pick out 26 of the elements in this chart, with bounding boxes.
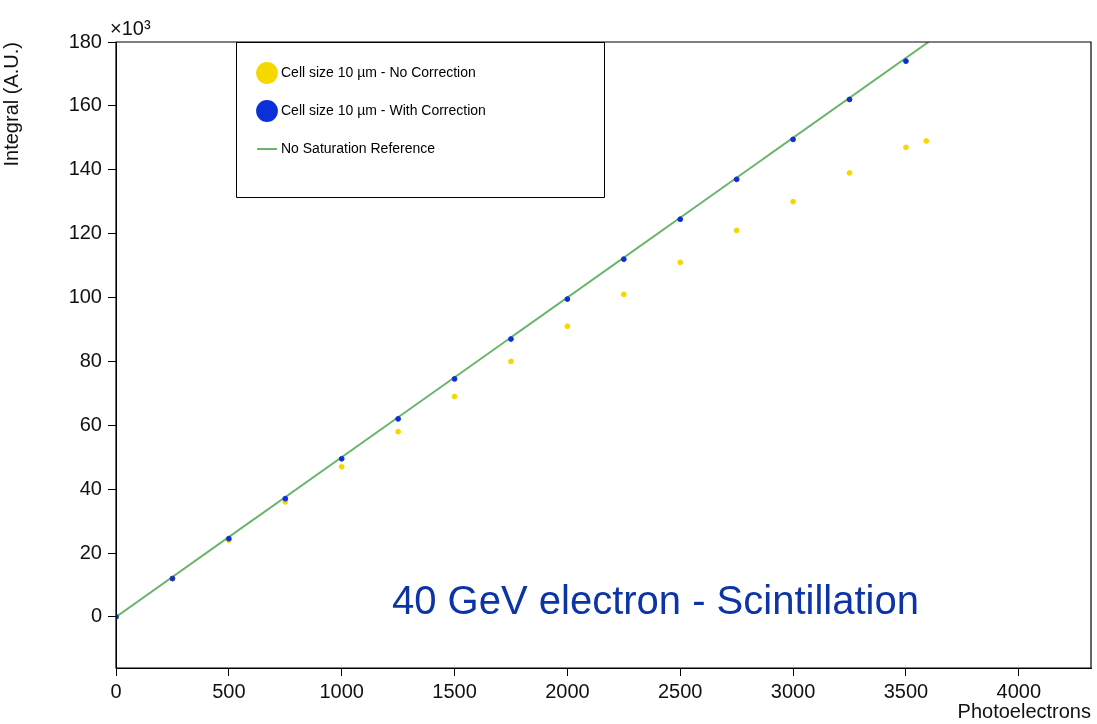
y-tick-label: 0 xyxy=(90,604,102,627)
x-tick-label: 3500 xyxy=(883,679,929,702)
legend-label: Cell size 10 µm - With Correction xyxy=(281,101,486,118)
y-tick-label: 120 xyxy=(68,221,102,244)
y-axis-title: Integral (A.U.) xyxy=(0,42,22,167)
x-tick-label: 0 xyxy=(110,679,122,702)
x-axis-title: Photoelectrons xyxy=(957,699,1091,722)
legend-label: No Saturation Reference xyxy=(281,139,436,156)
x-tick-label: 1000 xyxy=(319,679,364,702)
y-tick-label: 80 xyxy=(79,348,102,371)
y-tick-label: 100 xyxy=(68,285,102,308)
x-tick-label: 1500 xyxy=(432,679,477,702)
legend-label: Cell size 10 µm - No Correction xyxy=(281,63,476,80)
x-tick-label: 4000 xyxy=(996,679,1042,702)
y-tick-label: 160 xyxy=(68,93,102,116)
x-tick-label: 2000 xyxy=(545,679,590,702)
y-tick-label: 140 xyxy=(68,157,102,180)
y-tick-label: 40 xyxy=(79,476,102,499)
y-tick-label: 180 xyxy=(68,29,102,52)
x-tick-label: 500 xyxy=(212,679,246,702)
x-tick-label: 3000 xyxy=(770,679,816,702)
annotation: 40 GeV electron - Scintillation xyxy=(392,578,919,622)
x-tick-label: 2500 xyxy=(657,679,703,702)
y-tick-label: 60 xyxy=(79,412,102,435)
y-tick-label: 20 xyxy=(79,540,102,563)
text: ×10³ xyxy=(110,16,151,39)
